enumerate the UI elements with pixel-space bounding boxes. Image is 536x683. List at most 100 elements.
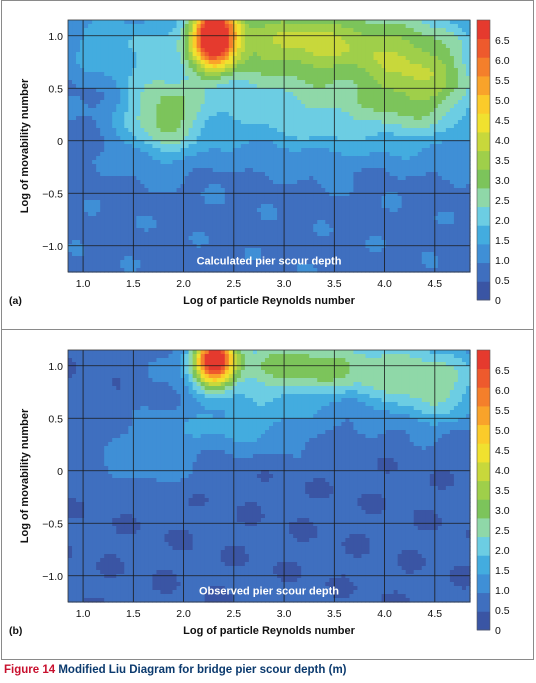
heatmap-cell — [281, 80, 286, 85]
heatmap-cell — [80, 124, 85, 129]
heatmap-cell — [413, 184, 419, 189]
heatmap-cell — [389, 40, 395, 45]
heatmap-cell — [461, 212, 467, 217]
heatmap-cell — [353, 40, 359, 45]
heatmap-cell — [385, 204, 391, 209]
heatmap-cell — [220, 24, 226, 29]
heatmap-cell — [124, 24, 129, 29]
heatmap-cell — [72, 84, 77, 89]
heatmap-cell — [216, 216, 222, 221]
heatmap-cell — [397, 84, 403, 89]
heatmap-cell — [152, 176, 158, 181]
heatmap-cell — [349, 56, 355, 61]
heatmap-cell — [80, 36, 85, 41]
heatmap-cell — [277, 136, 282, 141]
heatmap-cell — [240, 96, 246, 101]
heatmap-cell — [277, 32, 282, 37]
heatmap-cell — [301, 20, 306, 25]
heatmap-cell — [68, 180, 73, 185]
heatmap-cell — [325, 80, 330, 85]
heatmap-cell — [216, 80, 222, 85]
heatmap-cell — [116, 28, 121, 33]
heatmap-cell — [120, 144, 125, 149]
heatmap-cell — [361, 108, 367, 113]
heatmap-cell — [200, 92, 206, 97]
heatmap-cell — [108, 168, 113, 173]
heatmap-cell — [273, 36, 278, 41]
heatmap-cell — [301, 52, 306, 57]
heatmap-cell — [297, 88, 302, 93]
heatmap-cell — [445, 40, 451, 45]
heatmap-cell — [349, 84, 355, 89]
heatmap-cell — [96, 180, 101, 185]
heatmap-cell — [341, 204, 346, 209]
heatmap-cell — [172, 176, 178, 181]
heatmap-cell — [273, 180, 278, 185]
heatmap-cell — [116, 96, 121, 101]
heatmap-cell — [72, 204, 77, 209]
heatmap-cell — [84, 112, 89, 117]
heatmap-cell — [180, 112, 186, 117]
heatmap-cell — [365, 144, 371, 149]
heatmap-cell — [437, 32, 443, 37]
heatmap-cell — [337, 140, 342, 145]
heatmap-cell — [188, 84, 194, 89]
heatmap-cell — [200, 148, 206, 153]
heatmap-cell — [457, 156, 463, 161]
heatmap-cell — [365, 64, 371, 69]
heatmap-cell — [228, 176, 234, 181]
heatmap-cell — [273, 216, 278, 221]
heatmap-cell — [180, 96, 186, 101]
heatmap-cell — [401, 76, 407, 81]
heatmap-cell — [128, 88, 133, 93]
heatmap-cell — [345, 68, 350, 73]
heatmap-cell — [200, 44, 206, 49]
heatmap-cell — [108, 52, 113, 57]
heatmap-cell — [204, 72, 210, 77]
heatmap-cell — [465, 140, 471, 145]
heatmap-cell — [128, 144, 133, 149]
heatmap-cell — [104, 212, 109, 217]
heatmap-cell — [345, 20, 350, 25]
heatmap-cell — [413, 160, 419, 165]
heatmap-cell — [128, 48, 133, 53]
heatmap-cell — [277, 140, 282, 145]
heatmap-cell — [433, 192, 439, 197]
heatmap-cell — [108, 184, 113, 189]
heatmap-cell — [88, 132, 93, 137]
heatmap-cell — [108, 100, 113, 105]
heatmap-cell — [252, 32, 258, 37]
heatmap-cell — [429, 140, 435, 145]
heatmap-cell — [124, 100, 129, 105]
heatmap-cell — [373, 208, 379, 213]
heatmap-cell — [108, 152, 113, 157]
heatmap-cell — [313, 64, 318, 69]
heatmap-cell — [409, 84, 415, 89]
heatmap-cell — [256, 200, 262, 205]
heatmap-cell — [389, 212, 395, 217]
heatmap-cell — [164, 28, 170, 33]
heatmap-cell — [313, 168, 318, 173]
heatmap-cell — [140, 108, 145, 113]
heatmap-cell — [120, 152, 125, 157]
heatmap-cell — [293, 212, 298, 217]
heatmap-cell — [333, 112, 338, 117]
heatmap-cell — [405, 204, 411, 209]
heatmap-cell — [441, 204, 447, 209]
heatmap-cell — [112, 176, 117, 181]
heatmap-cell — [212, 84, 218, 89]
heatmap-cell — [445, 124, 451, 129]
heatmap-cell — [220, 148, 226, 153]
heatmap-cell — [196, 52, 202, 57]
heatmap-cell — [176, 36, 182, 41]
heatmap-cell — [289, 108, 294, 113]
heatmap-cell — [232, 32, 238, 37]
heatmap-cell — [433, 104, 439, 109]
heatmap-cell — [313, 104, 318, 109]
heatmap-cell — [357, 180, 363, 185]
heatmap-cell — [88, 32, 93, 37]
heatmap-cell — [373, 168, 379, 173]
heatmap-cell — [196, 92, 202, 97]
heatmap-cell — [196, 204, 202, 209]
heatmap-cell — [373, 184, 379, 189]
